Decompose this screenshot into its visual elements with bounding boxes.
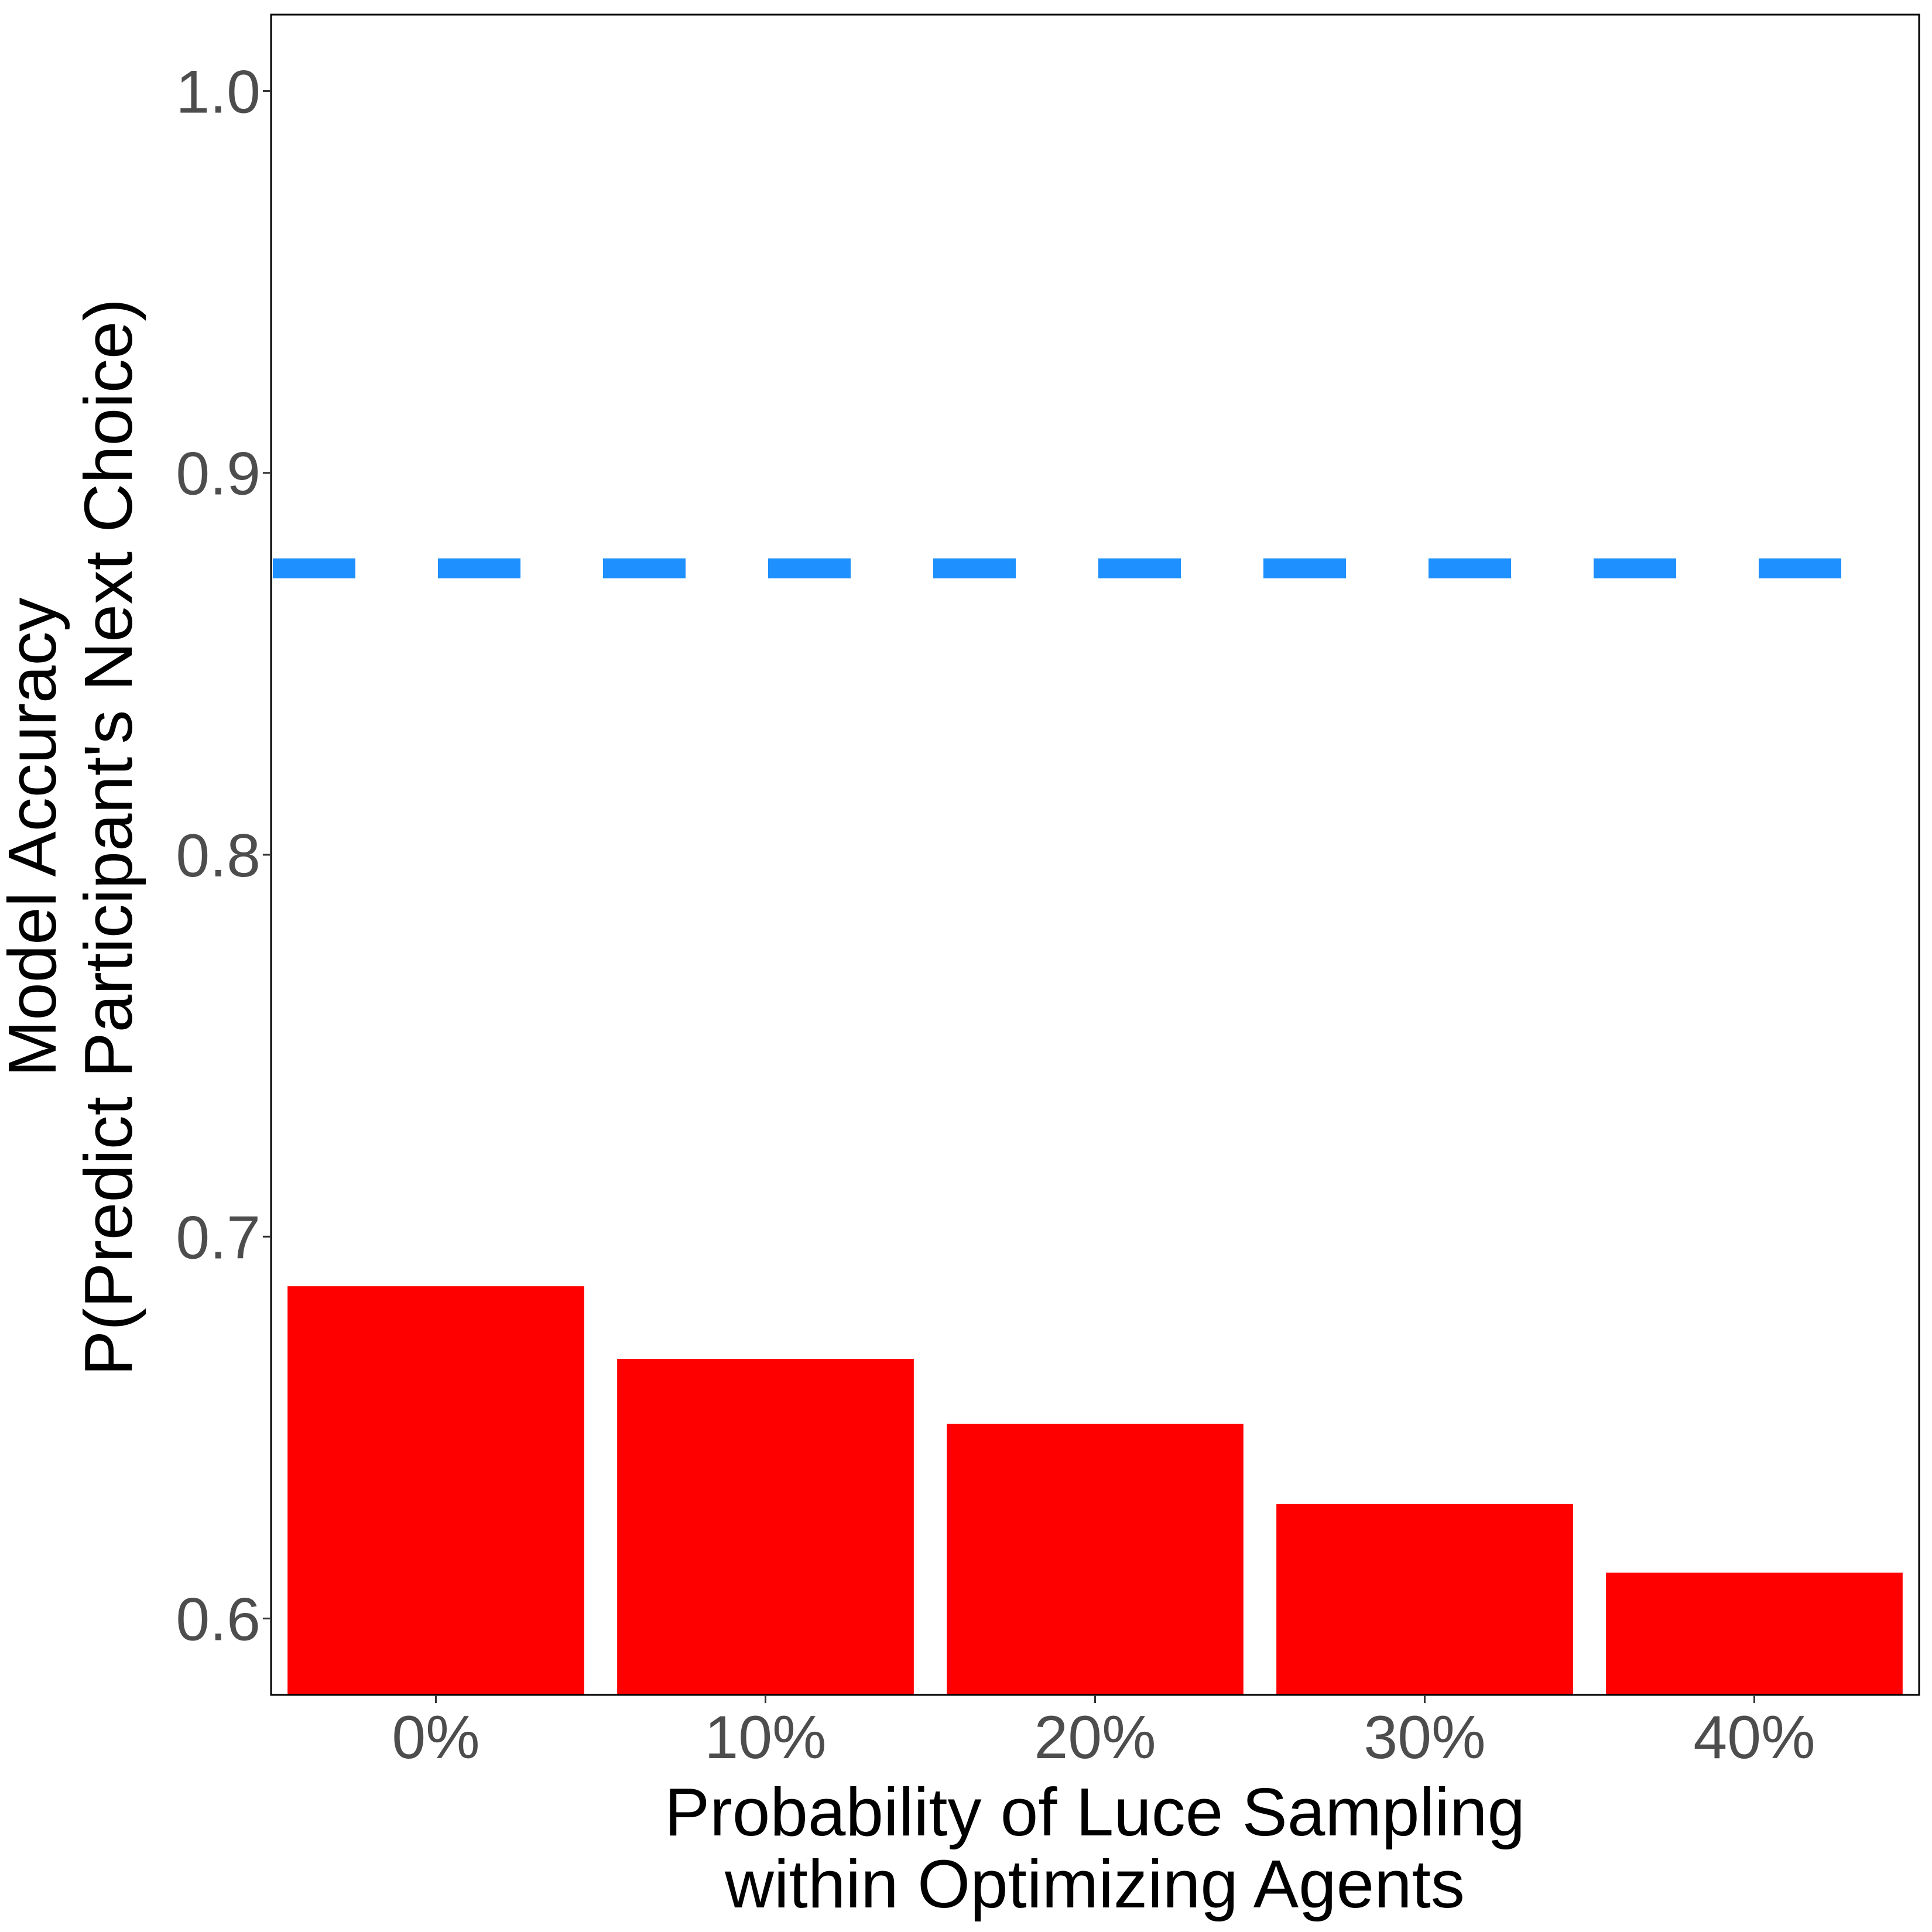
y-tick-label-2: 0.8 (176, 822, 261, 890)
y-tick-label-1: 0.7 (176, 1204, 261, 1272)
x-axis-ticks: 0% 10% 20% 30% 40% (392, 1695, 1815, 1772)
y-axis-ticks: 0.6 0.7 0.8 0.9 1.0 (176, 58, 271, 1654)
y-tick-label-3: 0.9 (176, 440, 261, 508)
x-tick-label-3: 30% (1364, 1704, 1485, 1772)
bars-group (287, 1286, 1903, 1695)
x-tick-label-4: 40% (1693, 1704, 1815, 1772)
bar-1 (617, 1359, 914, 1695)
bar-0 (287, 1286, 584, 1695)
bar-3 (1276, 1503, 1573, 1695)
bar-2 (947, 1423, 1244, 1695)
y-axis-title-line-2: P(Predict Participant's Next Choice) (70, 299, 146, 1376)
y-axis-title-line-1: Model Accuracy (0, 598, 70, 1077)
y-tick-label-0: 0.6 (176, 1586, 261, 1654)
x-tick-label-0: 0% (392, 1704, 479, 1772)
x-tick-label-2: 20% (1034, 1704, 1156, 1772)
x-tick-label-1: 10% (704, 1704, 826, 1772)
x-axis-title-line-1: Probability of Luce Sampling (664, 1774, 1525, 1850)
bar-4 (1606, 1573, 1903, 1695)
y-tick-label-4: 1.0 (176, 58, 261, 126)
x-axis-title-line-2: within Optimizing Agents (724, 1846, 1465, 1922)
